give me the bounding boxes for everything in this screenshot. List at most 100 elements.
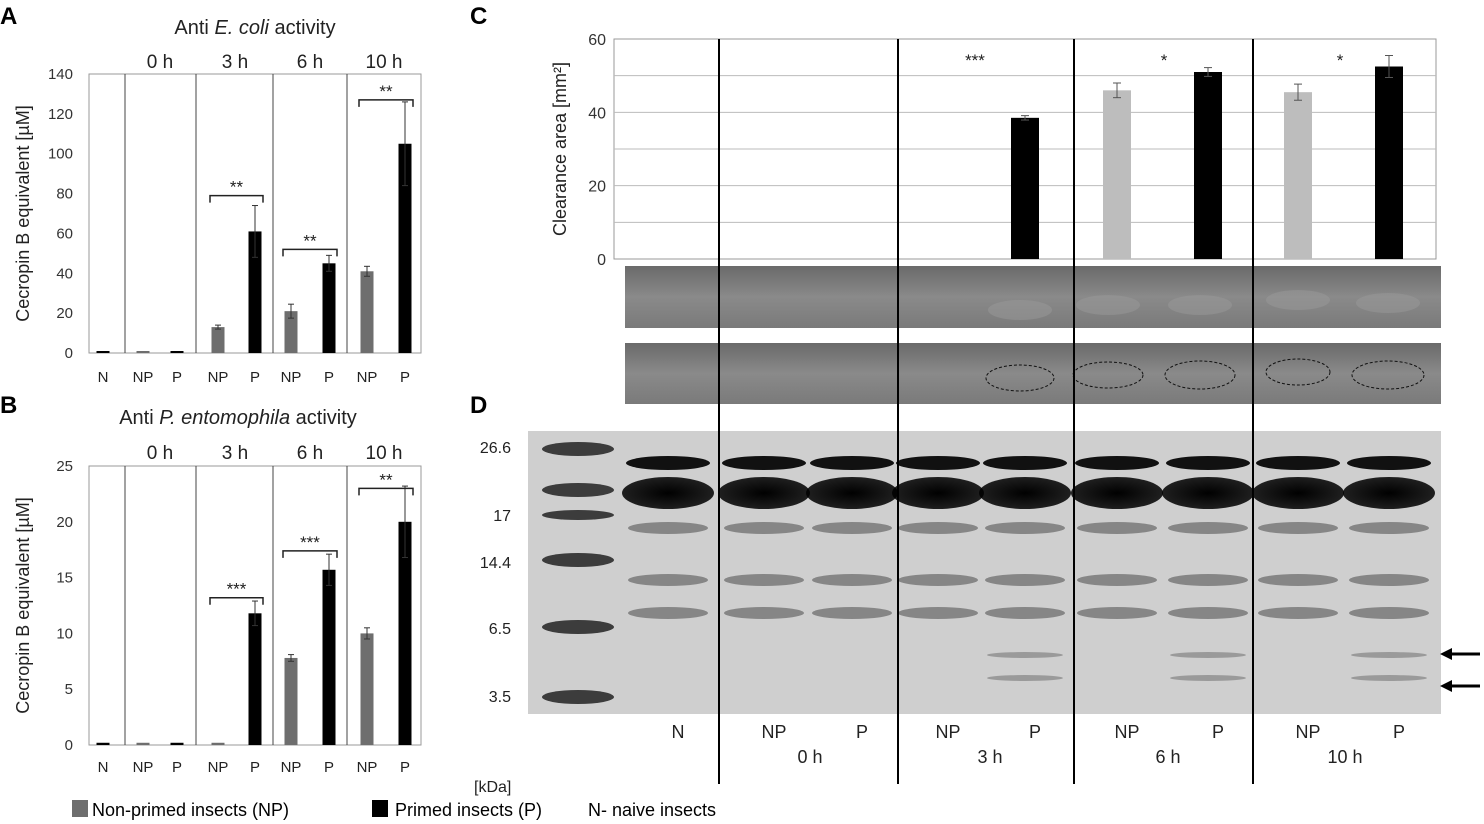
protein-band (724, 607, 804, 619)
protein-band (985, 574, 1065, 586)
time-label: 0 h (147, 443, 173, 464)
clearance-zone (1356, 293, 1420, 313)
protein-band (724, 522, 804, 534)
protein-band (892, 477, 984, 509)
bar (136, 742, 150, 745)
protein-band (1168, 522, 1248, 534)
ladder-band (542, 553, 614, 567)
sds-page-gel (528, 431, 1480, 714)
protein-band (628, 522, 708, 534)
protein-band (812, 574, 892, 586)
panel-label-b: B (0, 392, 17, 419)
protein-band (1166, 456, 1250, 470)
protein-band (622, 477, 714, 509)
protein-band (1077, 522, 1157, 534)
protein-band (628, 574, 708, 586)
protein-band (1075, 456, 1159, 470)
group-separators (718, 39, 1254, 784)
bar (1375, 66, 1403, 259)
protein-band (898, 574, 978, 586)
clearance-zone (1266, 290, 1330, 310)
y-tick-label: 10 (56, 625, 73, 642)
protein-band (1162, 477, 1254, 509)
protein-band (626, 456, 710, 470)
bar (136, 351, 150, 353)
protein-band (722, 456, 806, 470)
protein-band (1077, 607, 1157, 619)
bar (211, 742, 225, 745)
legend: Non-primed insects (NP) Primed insects (… (72, 800, 716, 820)
y-tick-label: 100 (48, 146, 73, 163)
lane-label: NP (761, 722, 786, 742)
protein-band (1168, 607, 1248, 619)
gel-labels: 26.6 17 14.4 6.5 3.5 [kDa] N NP P NP P NP P NP P 0 h 3 h… (474, 440, 1405, 796)
protein-band (1343, 477, 1435, 509)
significance-bracket (209, 596, 264, 605)
bar (170, 351, 184, 353)
x-tick-label: P (172, 369, 182, 386)
x-tick-label: P (250, 759, 260, 776)
protein-band (1256, 456, 1340, 470)
marker-label: 14.4 (480, 555, 511, 572)
bar (322, 569, 336, 745)
y-axis-label: Clearance area [mm²] (550, 62, 570, 236)
bar (211, 327, 225, 353)
lane-label: N (672, 722, 685, 742)
legend-p-label: Primed insects (P) (395, 800, 542, 820)
panel-label-a: A (0, 3, 17, 30)
protein-band (724, 574, 804, 586)
protein-band (1170, 652, 1246, 658)
y-tick-label: 60 (56, 225, 73, 242)
x-tick-label: NP (133, 759, 154, 776)
clearance-zone (1168, 295, 1232, 315)
lane-label: NP (1295, 722, 1320, 742)
time-label: 3 h (222, 52, 248, 73)
lane-label: P (1212, 722, 1224, 742)
protein-band (628, 607, 708, 619)
bar (1284, 92, 1312, 260)
marker-label: 17 (493, 508, 511, 525)
x-tick-label: NP (281, 369, 302, 386)
bar (96, 742, 110, 745)
y-tick-label: 0 (65, 345, 73, 362)
protein-band (1170, 675, 1246, 681)
protein-band (1071, 477, 1163, 509)
protein-band (987, 675, 1063, 681)
clearance-zone-outline (985, 364, 1055, 392)
time-label: 6 h (297, 52, 323, 73)
y-tick-label: 0 (597, 252, 606, 269)
protein-band (898, 607, 978, 619)
y-tick-label: 15 (56, 570, 73, 587)
time-label: 3 h (977, 747, 1002, 767)
lane-label: NP (935, 722, 960, 742)
x-tick-label: P (400, 369, 410, 386)
x-tick-label: NP (357, 369, 378, 386)
protein-band (1077, 574, 1157, 586)
panel-label-c: C (470, 3, 487, 30)
y-tick-label: 80 (56, 186, 73, 203)
significance-label: ** (303, 231, 317, 250)
protein-band (1258, 607, 1338, 619)
significance-label: ** (379, 82, 393, 101)
zymogram-strip-bottom (625, 343, 1441, 404)
chart-a: 0 20 40 60 80 100 120 140 Cecropin B equivalent … (13, 17, 422, 386)
arrow-head (1440, 648, 1452, 660)
y-tick-label: 20 (56, 514, 73, 531)
y-tick-label: 0 (65, 737, 73, 754)
time-label: 10 h (366, 52, 403, 73)
bar (170, 742, 184, 745)
y-tick-label: 25 (56, 458, 73, 475)
protein-band (979, 477, 1071, 509)
time-label: 0 h (147, 52, 173, 73)
protein-band (1347, 456, 1431, 470)
x-tick-label: N (98, 759, 109, 776)
significance-bracket (358, 487, 414, 496)
bar (284, 657, 298, 745)
y-tick-label: 20 (56, 305, 73, 322)
unit-label: [kDa] (474, 779, 511, 796)
bar (1194, 72, 1222, 259)
x-tick-label: NP (357, 759, 378, 776)
clearance-zone (1076, 295, 1140, 315)
ladder-band (542, 690, 614, 704)
